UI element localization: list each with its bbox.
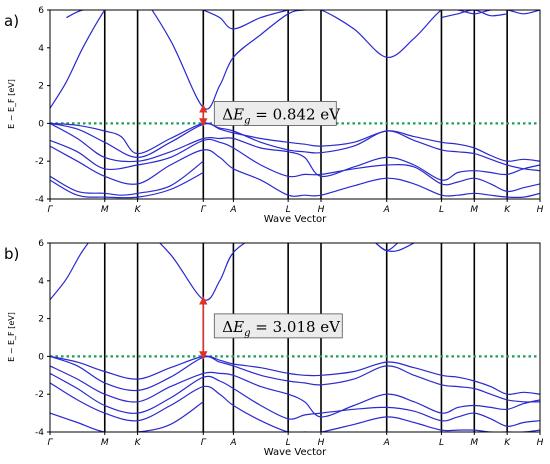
gap-label: ΔEg = 0.842 eV [222,105,341,126]
gap-annotation-a: ΔEg = 0.842 eV [199,101,341,127]
band-line [50,355,540,395]
x-tick-label: A [383,438,390,448]
x-axis-label-b: Wave Vector [264,447,327,458]
x-tick-label: H [318,205,325,215]
x-tick-label: A [229,438,236,448]
x-tick-label: M [101,438,109,448]
band-line [203,10,289,30]
x-tick-label: Γ [201,205,207,215]
x-tick-label: K [135,205,142,215]
band-line [50,382,540,432]
band-line [50,145,540,199]
band-line [50,171,204,199]
x-tick-label: Γ [201,438,207,448]
y-tick-label: -4 [35,195,44,205]
x-tick-label: K [135,438,142,448]
band-line [50,122,540,162]
y-tick-label: 6 [38,239,44,249]
x-axis-label-a: Wave Vector [264,214,327,225]
band-line [50,355,540,403]
x-tick-label: L [439,205,444,215]
x-tick-label: Γ [47,205,53,215]
bands-b [50,243,540,432]
x-tick-label: M [101,205,109,215]
y-ticks-a: -4 -2 0 2 4 6 [35,6,50,205]
y-tick-label: 4 [38,277,44,287]
x-tick-label: H [318,438,325,448]
y-tick-label: 0 [38,119,44,129]
x-tick-label: A [383,205,390,215]
panel-label-a: a) [4,12,19,30]
panel-a: a) -4 -2 0 2 4 6 Γ M K Γ A L H A L M K H E − E_F [eV] Wa… [4,6,544,225]
x-tick-label: H [537,205,544,215]
y-axis-label-b: E − E_F [eV] [7,312,16,362]
panel-b: b) -4 -2 0 2 4 6 Γ M K Γ A L H A L M K H E − E_F [eV] Wa… [4,239,544,458]
band-line [50,243,416,301]
band-line [50,138,540,193]
band-line [50,160,204,196]
x-tick-label: M [470,438,478,448]
y-tick-label: -4 [35,428,44,438]
band-line [50,122,540,172]
band-line [375,243,399,252]
x-tick-label: Γ [47,438,53,448]
x-tick-label: K [504,205,511,215]
y-ticks-b: -4 -2 0 2 4 6 [35,239,50,438]
band-line [50,122,540,181]
x-tick-label: A [229,205,236,215]
band-line [441,10,508,19]
panel-label-b: b) [4,245,19,263]
gap-annotation-b: ΔEg = 3.018 eV [199,296,343,360]
band-line [50,401,204,432]
y-tick-label: 0 [38,352,44,362]
band-line [66,10,105,19]
band-line [50,372,540,427]
band-line [50,365,540,418]
bands-a [50,10,540,199]
y-tick-label: -2 [35,390,44,400]
plot-frame-a [49,9,541,200]
y-tick-label: 2 [38,315,44,325]
x-tick-label: K [504,438,511,448]
gap-label-box [213,313,343,339]
x-tick-label: L [439,438,444,448]
y-tick-label: -2 [35,157,44,167]
x-tick-label: M [470,205,478,215]
y-tick-label: 2 [38,82,44,92]
x-tick-label: H [537,438,544,448]
gap-label-box [213,101,337,126]
x-tick-label: L [286,438,291,448]
gap-label: ΔEg = 3.018 eV [222,318,341,339]
band-line [50,10,540,110]
plot-frame-b [49,242,541,433]
y-tick-label: 6 [38,6,44,16]
y-tick-label: 4 [38,44,44,54]
x-tick-label: L [286,205,291,215]
y-axis-label-a: E − E_F [eV] [7,79,16,129]
